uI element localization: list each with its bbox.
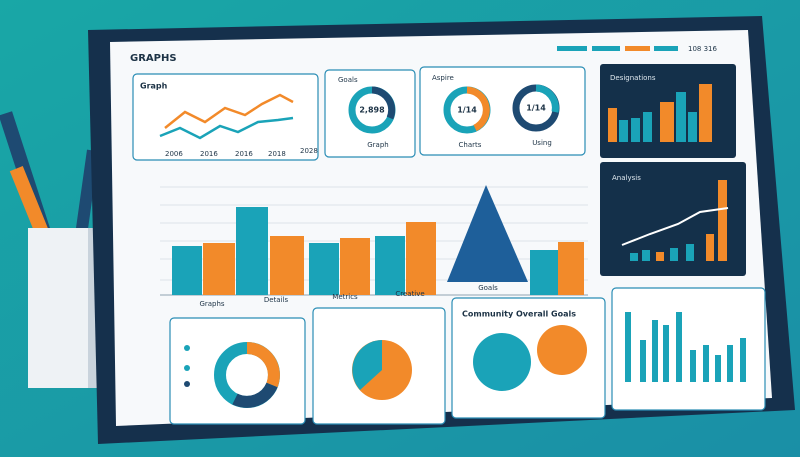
main-labels: Goals — [478, 284, 498, 292]
line-labels: 2016 — [200, 150, 218, 158]
main-bars — [309, 243, 339, 295]
main-bars — [270, 236, 304, 295]
bottom-bars — [715, 355, 721, 382]
donut-segment — [535, 84, 559, 113]
t: Graph — [140, 82, 168, 91]
trend-bars — [686, 244, 694, 261]
donut-segment — [246, 342, 280, 388]
bottom-bars — [663, 325, 669, 382]
main-bars — [530, 250, 558, 295]
header-bar — [625, 46, 650, 51]
main-bars — [447, 185, 528, 282]
line-labels: 2006 2016 2016 2018 2028 — [165, 147, 318, 158]
dark-bars — [676, 92, 686, 142]
trend-bars — [656, 252, 664, 261]
header-bar — [654, 46, 678, 51]
main-bars — [340, 238, 370, 295]
panel — [611, 287, 766, 411]
panel-title: Goals — [338, 76, 358, 84]
panel — [132, 73, 319, 161]
bottom-bars — [740, 338, 746, 382]
bottom-bars — [703, 345, 709, 382]
panel-title: Aspire — [432, 74, 454, 82]
line-labels: 2028 — [300, 147, 318, 155]
donut-caption: Graph — [367, 141, 388, 149]
dark-bars — [631, 118, 640, 142]
donut-segment — [466, 86, 490, 132]
bottom-bars — [625, 312, 746, 382]
dark-bars — [608, 108, 617, 142]
line-labels: 2016 — [235, 150, 253, 158]
bottom-bars — [625, 312, 631, 382]
trend-bars — [706, 234, 714, 261]
t: 2,898 — [359, 106, 385, 115]
bottom-bars — [676, 312, 682, 382]
main-bars — [375, 236, 405, 295]
trend-bars — [630, 180, 727, 261]
legend-dots — [184, 381, 190, 387]
main-bars — [172, 246, 202, 295]
dark-bars — [608, 84, 712, 142]
dark-bars — [688, 112, 697, 142]
panel — [324, 69, 416, 158]
panel — [169, 317, 306, 425]
lt: Analysis — [612, 174, 641, 182]
main-labels: Graphs Details Metrics Creative Goals — [199, 284, 498, 308]
t: GRAPHS — [130, 53, 177, 64]
circle — [537, 325, 587, 375]
t: 1/14 — [526, 104, 546, 113]
trend-line — [621, 207, 729, 246]
bottom-bars — [652, 320, 658, 382]
header-code: 108 316 — [688, 45, 717, 53]
main-labels: Details — [264, 296, 289, 304]
dark-bars — [643, 112, 652, 142]
bottom-bars — [640, 340, 646, 382]
header-bar — [592, 46, 620, 51]
legend-dots — [184, 365, 190, 371]
dark-bars — [660, 102, 674, 142]
trend-bars — [630, 253, 638, 261]
dark-bars — [619, 120, 628, 142]
bottom-bars — [727, 345, 733, 382]
dark-bars — [699, 84, 712, 142]
header-bar — [557, 46, 587, 51]
donut-caption: Using — [532, 139, 552, 147]
pie-slice — [352, 340, 382, 390]
main-labels: Graphs — [199, 300, 224, 308]
main-bars — [236, 207, 268, 295]
t: Community Overall Goals — [462, 310, 576, 319]
main-bars — [172, 185, 584, 295]
main-labels: Creative — [395, 290, 424, 298]
trend-bars — [670, 248, 678, 261]
legend-dots — [184, 345, 190, 351]
line-orange — [164, 93, 294, 129]
trend-bars — [718, 180, 727, 261]
main-bars — [406, 222, 436, 295]
lt: Designations — [610, 74, 656, 82]
line-labels: 2006 — [165, 150, 183, 158]
legend-dots — [184, 345, 190, 387]
bottom-bars — [690, 350, 696, 382]
main-bars — [203, 243, 235, 295]
main-labels: Metrics — [332, 293, 358, 301]
trend-bars — [642, 250, 650, 261]
main-bars — [558, 242, 584, 295]
donut-segment — [371, 86, 396, 120]
donut-segment — [232, 382, 278, 408]
circle — [473, 333, 531, 391]
line-labels: 2018 — [268, 150, 286, 158]
donut-caption: Charts — [459, 141, 482, 149]
line-blue — [159, 116, 294, 140]
t: 1/14 — [457, 106, 477, 115]
